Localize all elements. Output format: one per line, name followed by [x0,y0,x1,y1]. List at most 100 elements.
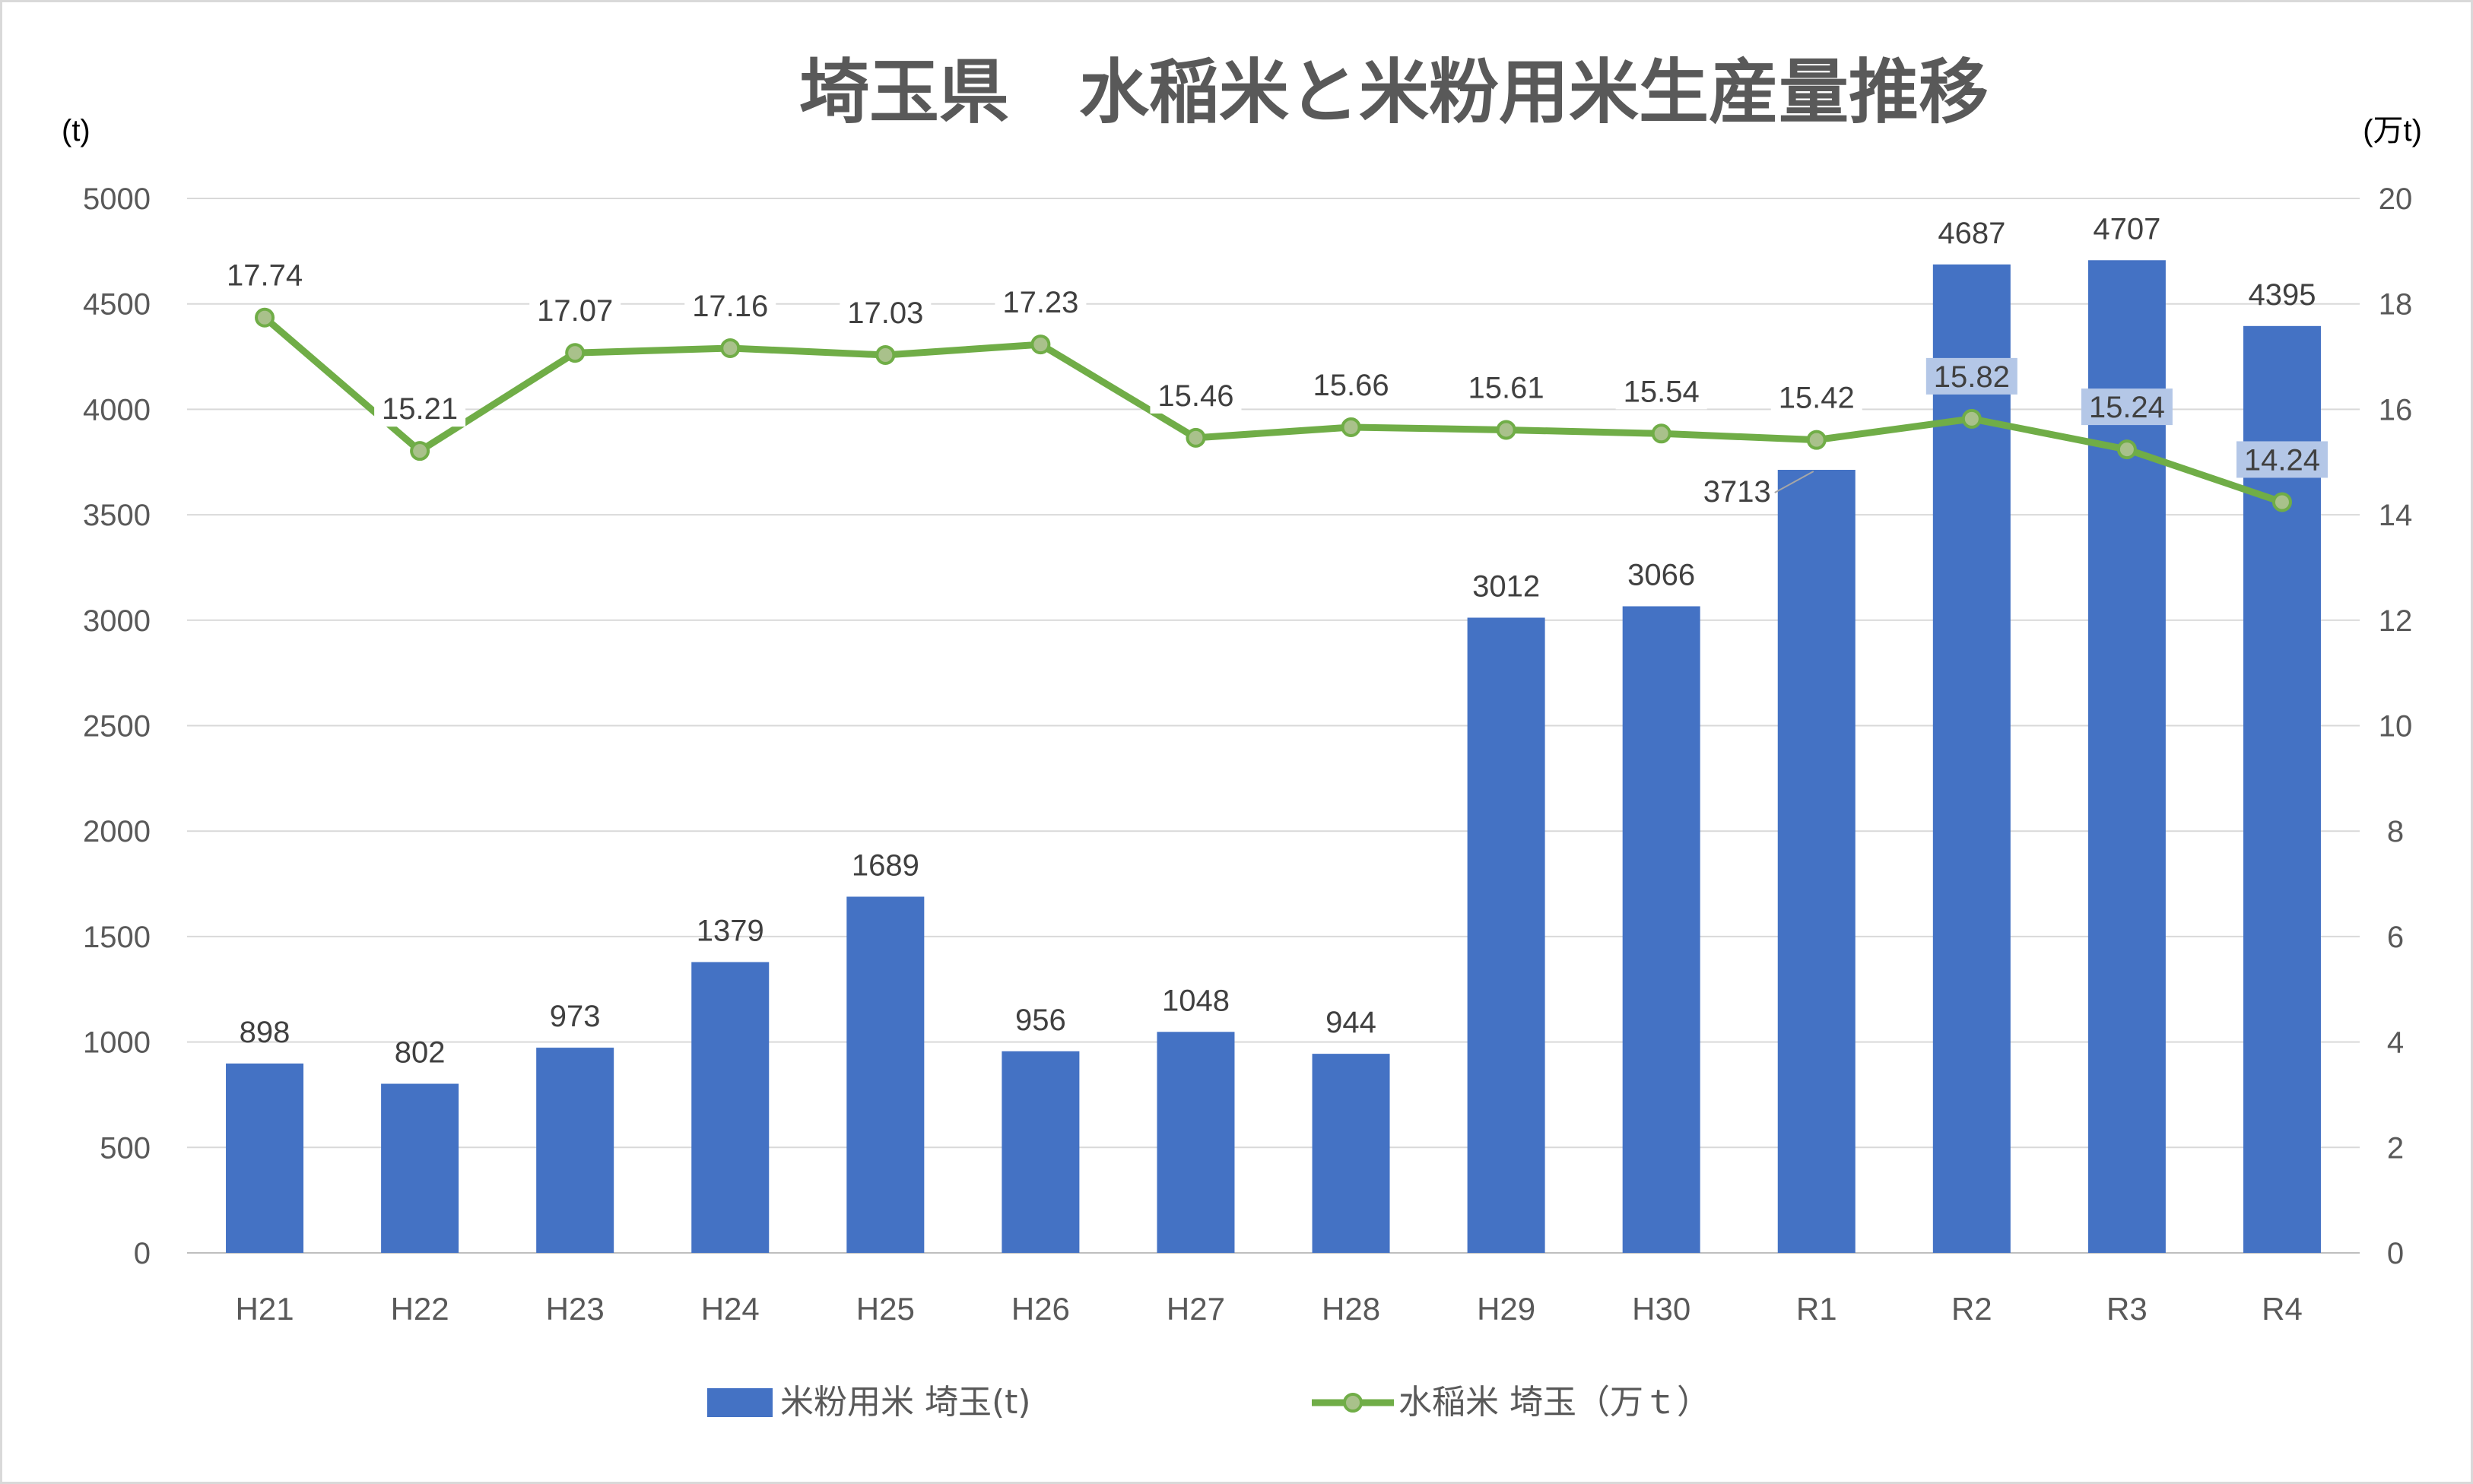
bar-H29[interactable] [1467,617,1545,1253]
bar-value-label: 898 [240,1016,290,1049]
line-series-水稲米 [255,307,2292,512]
right-axis-tick-label: 20 [2379,182,2413,216]
bar-value-label: 1048 [1162,984,1230,1017]
line-point-R4[interactable] [2271,492,2292,512]
axes: 0 500 1000 1500 2000 2500 3000 3500 4000 4500 5000… [83,182,2412,1327]
bar-H25[interactable] [846,896,925,1253]
bar-R1[interactable] [1777,470,1856,1253]
bar-R3[interactable] [2087,260,2166,1253]
left-axis-tick-label: 4000 [83,393,151,426]
line-value-label: 15.66 [1313,369,1389,402]
line-point-H22[interactable] [410,441,430,461]
right-axis-tick-label: 12 [2379,604,2413,638]
line-value-label: 15.24 [2089,391,2165,424]
right-axis-tick-label: 14 [2379,499,2413,532]
x-axis-tick-label: H30 [1632,1291,1690,1327]
bar-value-label: 4395 [2248,278,2316,312]
chart-title: 埼玉県 水稲米と米粉用米生産量推移 [799,52,1989,133]
right-axis-tick-label: 18 [2379,288,2413,322]
x-axis-tick-label: H26 [1011,1291,1070,1327]
bar-value-label: 3713 [1703,475,1771,509]
bar-H27[interactable] [1157,1032,1235,1253]
bar-value-label: 4707 [2093,212,2160,246]
leader-line [1774,471,1814,493]
right-axis-tick-label: 4 [2387,1026,2404,1060]
left-axis-tick-label: 4500 [83,288,151,322]
line-value-label: 15.82 [1934,360,2010,394]
legend-label-line[interactable]: 水稲米 埼玉（万ｔ） [1398,1383,1710,1422]
bar-value-label: 3012 [1472,569,1540,603]
line-value-label: 17.03 [847,296,923,330]
line-value-label: 17.74 [227,259,303,293]
left-axis-unit: (t) [62,114,90,147]
x-axis-tick-label: H25 [856,1291,915,1327]
x-axis-tick-label: H21 [236,1291,294,1327]
legend-label-bar[interactable]: 米粉用米 埼玉(t) [780,1383,1031,1422]
line-label-background [1770,379,1862,416]
bar-H21[interactable] [226,1063,304,1253]
x-axis-tick-label: R2 [1951,1291,1992,1327]
right-axis-tick-label: 2 [2387,1131,2404,1165]
series-line-水稲米[interactable] [262,315,2284,506]
right-axis-tick-label: 6 [2387,921,2404,954]
bar-value-label: 4687 [1938,217,2005,250]
line-point-H30[interactable] [1651,423,1671,444]
line-point-H21[interactable] [255,307,275,328]
line-point-H23[interactable] [565,343,586,363]
left-axis-tick-label: 3000 [83,604,151,638]
bar-H28[interactable] [1312,1054,1390,1253]
line-point-H25[interactable] [875,344,896,365]
left-axis-tick-label: 5000 [83,182,151,216]
gridlines [187,198,2360,1254]
line-value-label: 17.23 [1002,286,1078,319]
bar-R4[interactable] [2243,325,2321,1253]
bar-value-label: 973 [550,1000,601,1033]
bar-series-米粉用米 [226,260,2321,1254]
right-axis-unit: (万t) [2363,114,2422,147]
line-value-label: 15.54 [1624,375,1700,408]
legend-marker[interactable] [1343,1393,1363,1413]
line-point-H29[interactable] [1496,420,1516,440]
line-value-label: 15.21 [382,392,458,426]
line-point-H26[interactable] [1030,335,1051,355]
legend-swatch-bar[interactable] [707,1388,773,1417]
x-axis-tick-label: R3 [2106,1291,2148,1327]
line-point-H28[interactable] [1341,417,1361,437]
line-label-background [1925,357,2017,395]
line-value-label: 17.07 [537,294,613,328]
line-point-R3[interactable] [2116,439,2137,460]
bar-H30[interactable] [1622,606,1700,1253]
data-labels: 898 802 973 1379 1689 956 1048 944 3012 3066 3713 4… [219,212,2328,1070]
bar-value-label: 1379 [697,914,764,947]
line-point-R1[interactable] [1806,430,1827,450]
line-label-background [529,292,621,329]
bar-value-label: 944 [1325,1006,1376,1039]
x-axis-tick-label: R1 [1796,1291,1837,1327]
line-value-label: 15.61 [1468,371,1544,404]
line-label-background [2081,388,2173,426]
bar-value-label: 3066 [1627,558,1695,591]
line-point-R2[interactable] [1961,408,1982,429]
line-value-label: 15.42 [1779,382,1855,415]
x-axis-tick-label: H29 [1477,1291,1535,1327]
bar-H24[interactable] [691,962,770,1253]
line-point-H24[interactable] [720,338,741,358]
line-value-label: 14.24 [2244,443,2320,477]
line-value-label: 17.16 [692,290,768,323]
right-axis-tick-label: 10 [2379,710,2413,744]
line-value-label: 15.46 [1157,379,1233,413]
line-point-H27[interactable] [1186,427,1206,448]
bar-R2[interactable] [1932,264,2011,1254]
bar-H22[interactable] [381,1083,459,1253]
x-axis-tick-label: H22 [391,1291,449,1327]
x-axis-tick-label: R4 [2262,1291,2303,1327]
bar-H26[interactable] [1002,1051,1080,1253]
line-label-background [374,390,466,427]
bar-H23[interactable] [536,1048,614,1253]
x-axis-tick-label: H23 [546,1291,605,1327]
legend[interactable]: 米粉用米 埼玉(t) 水稲米 埼玉（万ｔ） [707,1383,1710,1422]
bar-value-label: 956 [1015,1004,1066,1037]
left-axis-tick-label: 2000 [83,815,151,848]
x-axis-tick-label: H27 [1167,1291,1225,1327]
